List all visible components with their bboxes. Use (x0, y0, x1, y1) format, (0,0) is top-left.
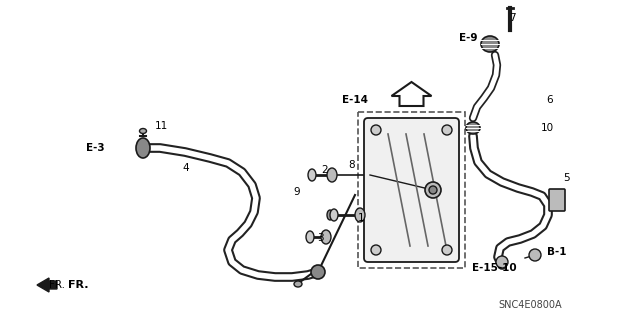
Text: 7: 7 (509, 13, 515, 23)
Text: 2: 2 (322, 165, 328, 175)
Text: 3: 3 (317, 233, 323, 243)
Circle shape (442, 245, 452, 255)
Ellipse shape (327, 210, 333, 220)
Text: SNC4E0800A: SNC4E0800A (498, 300, 562, 310)
Circle shape (529, 249, 541, 261)
Text: 10: 10 (540, 123, 554, 133)
Circle shape (371, 125, 381, 135)
Ellipse shape (327, 168, 337, 182)
Polygon shape (392, 82, 431, 106)
Ellipse shape (140, 129, 147, 133)
Circle shape (371, 245, 381, 255)
Text: 9: 9 (294, 187, 300, 197)
Ellipse shape (321, 230, 331, 244)
Ellipse shape (136, 138, 150, 158)
Ellipse shape (355, 208, 365, 222)
Text: 11: 11 (154, 121, 168, 131)
FancyBboxPatch shape (549, 189, 565, 211)
Ellipse shape (294, 281, 302, 287)
Text: 6: 6 (547, 95, 554, 105)
Circle shape (429, 186, 437, 194)
Ellipse shape (306, 231, 314, 243)
Text: E-15-10: E-15-10 (472, 263, 516, 273)
Circle shape (442, 125, 452, 135)
Text: 1: 1 (358, 213, 364, 223)
Circle shape (496, 256, 508, 268)
FancyArrow shape (37, 278, 57, 292)
Text: FR.: FR. (68, 280, 88, 290)
Text: E-9: E-9 (459, 33, 477, 43)
Text: B-1: B-1 (547, 247, 567, 257)
Ellipse shape (308, 169, 316, 181)
Ellipse shape (330, 209, 338, 221)
Text: 8: 8 (349, 160, 355, 170)
Bar (358, 112, 465, 268)
Text: E-3: E-3 (86, 143, 104, 153)
Ellipse shape (311, 265, 325, 279)
Ellipse shape (481, 36, 499, 52)
Text: 4: 4 (182, 163, 189, 173)
FancyBboxPatch shape (364, 118, 459, 262)
Text: FR.: FR. (49, 280, 65, 290)
Text: 5: 5 (563, 173, 570, 183)
Text: E-14: E-14 (342, 95, 368, 105)
Ellipse shape (466, 122, 480, 134)
Circle shape (425, 182, 441, 198)
